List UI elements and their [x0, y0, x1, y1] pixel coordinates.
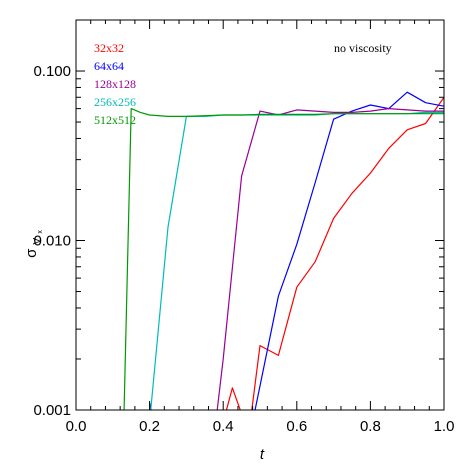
annotation-no-viscosity: no viscosity	[334, 41, 392, 55]
legend-entry-64x64: 64x64	[94, 59, 124, 73]
x-tick-label: 0.8	[360, 418, 381, 435]
legend-entry-128x128: 128x128	[94, 77, 136, 91]
legend-entry-32x32: 32x32	[94, 41, 124, 55]
x-axis-label: t	[260, 446, 265, 463]
series-line-256x256	[150, 111, 444, 410]
x-tick-label: 1.0	[434, 418, 455, 435]
series-line-32x32	[149, 96, 444, 410]
y-axis-label-main: σ	[23, 248, 40, 258]
y-axis-label: σ V x	[23, 230, 44, 258]
legend: 32x32 64x64 128x128 256x256 512x512	[94, 41, 136, 127]
y-tick-label: 0.001	[33, 402, 71, 419]
y-axis-label-sub: V	[32, 237, 43, 244]
x-tick-label: 0.2	[139, 418, 160, 435]
legend-entry-256x256: 256x256	[94, 95, 136, 109]
axes-layer: 0.0 0.2 0.4 0.6 0.8 1.0 0.001 0.010 0.100	[33, 19, 455, 435]
y-tick-label: 0.100	[33, 63, 71, 80]
y-axis-label-subsub: x	[37, 230, 44, 234]
series-layer	[123, 91, 444, 410]
legend-entry-512x512: 512x512	[94, 113, 136, 127]
x-tick-label: 0.0	[66, 418, 87, 435]
plot-frame	[75, 19, 445, 411]
series-line-128x128	[216, 107, 444, 410]
x-tick-label: 0.4	[213, 418, 234, 435]
x-tick-label: 0.6	[286, 418, 307, 435]
y-tick-label: 0.010	[33, 233, 71, 250]
series-line-64x64	[149, 91, 444, 410]
series-line-512x512	[123, 107, 444, 410]
